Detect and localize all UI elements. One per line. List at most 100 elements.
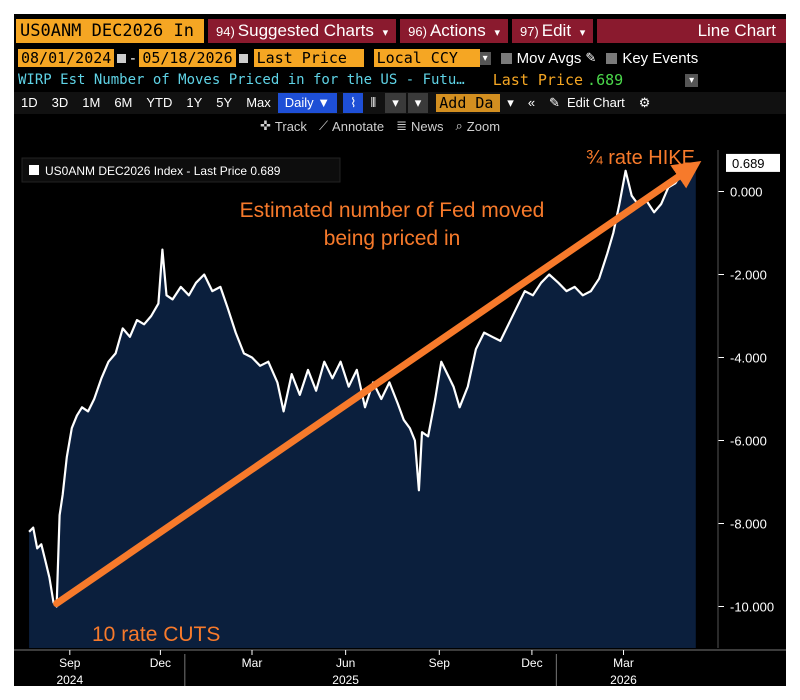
period-bar: 1D 3D 1M 6M YTD 1Y 5Y Max Daily ▼ ⌇ ⦀ ▾ …: [14, 92, 786, 114]
news-tool[interactable]: ≣ News: [396, 118, 443, 134]
menu-label: Suggested Charts: [237, 21, 374, 40]
annotation-end: ¾ rate HIKE: [586, 147, 695, 169]
data-point: [582, 295, 583, 296]
legend-label: US0ANM DEC2026 Index - Last Price 0.689: [45, 164, 281, 178]
data-point: [268, 361, 269, 362]
data-point: [418, 490, 419, 491]
mov-avgs-checkbox[interactable]: [500, 52, 512, 64]
frequency-select[interactable]: Daily ▼: [277, 93, 338, 113]
legend-swatch: [29, 165, 39, 175]
data-point: [220, 286, 221, 287]
period-6m[interactable]: 6M: [114, 95, 133, 110]
key-events-label: Key Events: [622, 49, 699, 67]
data-point: [251, 357, 252, 358]
menu-label: Edit: [541, 21, 572, 40]
zoom-tool[interactable]: ⌕ Zoom: [456, 118, 501, 134]
data-point: [76, 415, 77, 416]
data-point: [524, 291, 525, 292]
last-price-value: .689: [587, 71, 624, 89]
x-tick-label: Dec: [150, 656, 171, 670]
key-events-checkbox[interactable]: [606, 52, 618, 64]
gear-icon[interactable]: ⚙: [638, 95, 651, 110]
menu-number: 96): [408, 24, 427, 39]
settings-bar: 08/01/2024 - 05/18/2026 Last Price Local…: [14, 47, 786, 69]
date-separator: -: [130, 49, 136, 67]
bar-style-icon[interactable]: ⦀: [370, 95, 377, 110]
field-select[interactable]: Last Price: [253, 49, 364, 67]
trend-arrow: [53, 160, 702, 607]
currency-select[interactable]: Local CCY: [373, 49, 480, 67]
data-point: [516, 307, 517, 308]
chevron-down-icon[interactable]: ▾: [685, 73, 699, 87]
y-tick-label: -6.000: [730, 434, 767, 449]
period-5y[interactable]: 5Y: [216, 95, 233, 110]
data-point: [428, 436, 429, 437]
calendar-icon[interactable]: [117, 53, 127, 63]
add-data-field[interactable]: Add Da: [436, 94, 501, 112]
y-tick-label: -4.000: [730, 351, 767, 366]
chevron-down-icon[interactable]: ▾: [479, 51, 491, 65]
data-point: [108, 361, 109, 362]
data-point: [566, 291, 567, 292]
x-tick-label: Sep: [59, 656, 81, 670]
end-date-field[interactable]: 05/18/2026: [139, 49, 236, 67]
data-point: [33, 527, 34, 528]
pencil-icon[interactable]: ✎: [585, 50, 597, 65]
x-tick-label: Jun: [336, 656, 355, 670]
suggested-charts-menu[interactable]: 94) Suggested Charts ▾: [208, 19, 397, 43]
data-point: [136, 320, 137, 321]
data-point: [291, 374, 292, 375]
chart-type-label: Line Chart: [597, 19, 786, 43]
actions-menu[interactable]: 96) Actions ▾: [400, 19, 508, 43]
collapse-icon[interactable]: «: [527, 95, 536, 110]
data-point: [475, 349, 476, 350]
data-point: [158, 303, 159, 304]
data-point: [277, 382, 278, 383]
period-1d[interactable]: 1D: [21, 95, 38, 110]
line-chart-icon[interactable]: ⌇: [343, 93, 364, 113]
data-point: [409, 428, 410, 429]
price-chart[interactable]: 0.000 -2.000 -4.000 -6.000 -8.000 -10.000 0.68…: [14, 138, 786, 686]
chevron-down-icon[interactable]: ▾: [407, 93, 429, 113]
x-tick-label: Sep: [429, 656, 451, 670]
period-max[interactable]: Max: [246, 95, 271, 110]
start-date-field[interactable]: 08/01/2024: [18, 49, 115, 67]
data-point: [45, 560, 46, 561]
description-bar: WIRP Est Number of Moves Priced in for t…: [14, 70, 786, 90]
ticker-field[interactable]: US0ANM DEC2026 In: [16, 19, 204, 43]
data-point: [695, 162, 696, 163]
data-point: [590, 291, 591, 292]
data-point: [532, 295, 533, 296]
caret-down-icon: ▾: [382, 27, 389, 39]
data-point: [212, 291, 213, 292]
pencil-icon[interactable]: ✎: [549, 95, 560, 110]
track-label: Track: [274, 118, 307, 134]
terminal-window: US0ANM DEC2026 In 94) Suggested Charts ▾ …: [14, 14, 786, 686]
news-label: News: [411, 118, 444, 134]
calendar-icon[interactable]: [238, 53, 248, 63]
period-1y[interactable]: 1Y: [186, 95, 203, 110]
data-point: [661, 203, 662, 204]
data-point: [115, 353, 116, 354]
annotate-tool[interactable]: ⟋ Annotate: [319, 118, 384, 134]
data-point: [81, 407, 82, 408]
data-point: [467, 386, 468, 387]
edit-chart-button[interactable]: Edit Chart: [566, 95, 625, 110]
data-point: [227, 307, 228, 308]
line-icon: ⟋: [318, 118, 329, 133]
data-point: [414, 440, 415, 441]
edit-menu[interactable]: 97) Edit ▾: [511, 19, 594, 43]
period-ytd[interactable]: YTD: [146, 95, 173, 110]
data-point: [558, 282, 559, 283]
chevron-down-icon[interactable]: ▾: [385, 93, 406, 113]
period-1m[interactable]: 1M: [82, 95, 101, 110]
data-point: [484, 332, 485, 333]
menu-number: 97): [519, 24, 539, 39]
news-icon: ≣: [396, 118, 407, 133]
track-tool[interactable]: ✜ Track: [260, 118, 307, 134]
top-menu-bar: US0ANM DEC2026 In 94) Suggested Charts ▾ …: [14, 18, 786, 44]
data-point: [307, 369, 308, 370]
data-point: [101, 378, 102, 379]
period-3d[interactable]: 3D: [51, 95, 69, 110]
chevron-down-icon[interactable]: ▾: [507, 95, 514, 110]
